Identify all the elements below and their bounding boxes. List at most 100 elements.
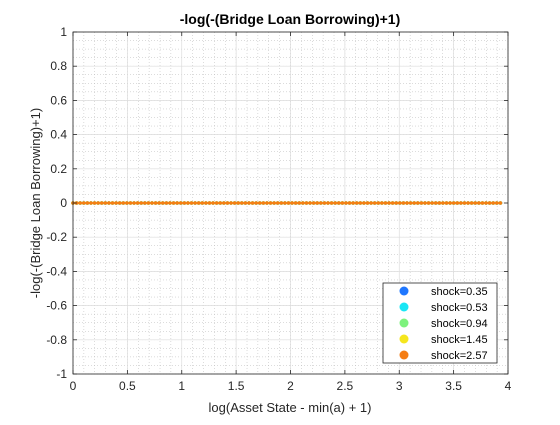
data-point	[469, 201, 474, 205]
data-point	[394, 201, 399, 205]
data-point	[297, 201, 302, 205]
data-point	[336, 201, 341, 205]
data-point	[358, 201, 363, 205]
data-point	[110, 201, 115, 205]
data-point	[261, 201, 266, 205]
y-tick-label: -0.6	[46, 299, 67, 313]
data-point	[128, 201, 133, 205]
data-point	[81, 201, 86, 205]
data-point	[250, 201, 255, 205]
legend-label: shock=2.57	[431, 350, 488, 362]
data-point	[96, 201, 100, 205]
y-tick-label: 0.8	[50, 59, 67, 73]
data-point	[412, 201, 416, 205]
data-point	[125, 201, 129, 205]
data-point	[225, 201, 230, 205]
data-point	[143, 201, 147, 205]
data-point	[354, 201, 359, 205]
data-point	[268, 201, 273, 205]
legend-label: shock=0.35	[431, 286, 488, 298]
data-point	[455, 201, 460, 205]
data-point	[135, 201, 140, 205]
data-point	[319, 201, 323, 205]
y-tick-label: 0.2	[50, 162, 67, 176]
x-tick-label: 1.5	[228, 379, 245, 393]
data-point	[204, 201, 208, 205]
data-point	[283, 201, 287, 205]
data-point	[121, 201, 126, 205]
data-point	[433, 201, 438, 205]
y-tick-label: -0.8	[46, 333, 67, 347]
data-point	[257, 201, 262, 205]
legend-marker	[399, 302, 409, 312]
data-point	[99, 201, 104, 205]
data-point	[236, 201, 241, 205]
data-point	[462, 201, 467, 205]
data-point	[186, 201, 190, 205]
data-point	[340, 201, 345, 205]
data-point	[211, 201, 215, 205]
data-point	[365, 201, 370, 205]
data-point	[279, 201, 284, 205]
data-point	[218, 201, 223, 205]
data-point	[189, 201, 194, 205]
x-tick-label: 2.5	[337, 379, 354, 393]
data-point	[193, 201, 197, 205]
data-point	[146, 201, 151, 205]
x-axis-label: log(Asset State - min(a) + 1)	[209, 400, 372, 415]
data-point	[89, 201, 93, 205]
data-point	[222, 201, 226, 205]
data-point	[326, 201, 330, 205]
legend: shock=0.35 shock=0.53 shock=0.94 shock=1.45…	[382, 282, 498, 364]
data-point	[153, 201, 158, 205]
data-point	[459, 201, 463, 205]
x-tick-label: 4	[505, 379, 512, 393]
data-point	[369, 201, 373, 205]
y-tick-label: 0.4	[50, 128, 67, 142]
chart-title: -log(-(Bridge Loan Borrowing)+1)	[180, 11, 400, 27]
data-point	[150, 201, 154, 205]
data-point	[196, 201, 201, 205]
x-tick-label: 0.5	[119, 379, 136, 393]
x-tick-label: 0	[70, 379, 77, 393]
data-point	[175, 201, 179, 205]
data-point	[293, 201, 298, 205]
series-shock=2.57	[71, 201, 503, 205]
data-point	[132, 201, 136, 205]
data-point	[419, 201, 424, 205]
data-point	[114, 201, 118, 205]
legend-label: shock=0.53	[431, 302, 488, 314]
y-tick-label: 0	[60, 196, 67, 210]
data-point	[473, 201, 478, 205]
data-point	[182, 201, 187, 205]
data-point	[107, 201, 111, 205]
data-point	[290, 201, 294, 205]
data-point	[487, 201, 492, 205]
data-point	[157, 201, 161, 205]
data-point	[383, 201, 388, 205]
data-point	[265, 201, 269, 205]
y-tick-label: -0.2	[46, 230, 67, 244]
data-point	[232, 201, 237, 205]
data-point	[351, 201, 355, 205]
data-point	[484, 201, 488, 205]
data-point	[286, 201, 291, 205]
data-point	[398, 201, 402, 205]
data-point	[390, 201, 395, 205]
data-point	[304, 201, 309, 205]
y-tick-label: 1	[60, 25, 67, 39]
legend-label: shock=0.94	[431, 318, 488, 330]
data-point	[214, 201, 219, 205]
data-point	[160, 201, 165, 205]
data-point	[448, 201, 452, 205]
data-point	[322, 201, 327, 205]
x-tick-label: 3	[396, 379, 403, 393]
data-point	[117, 201, 122, 205]
legend-marker	[399, 334, 409, 344]
data-point	[344, 201, 348, 205]
data-point	[430, 201, 434, 205]
data-point	[301, 201, 305, 205]
legend-marker	[399, 286, 409, 296]
data-point	[362, 201, 366, 205]
